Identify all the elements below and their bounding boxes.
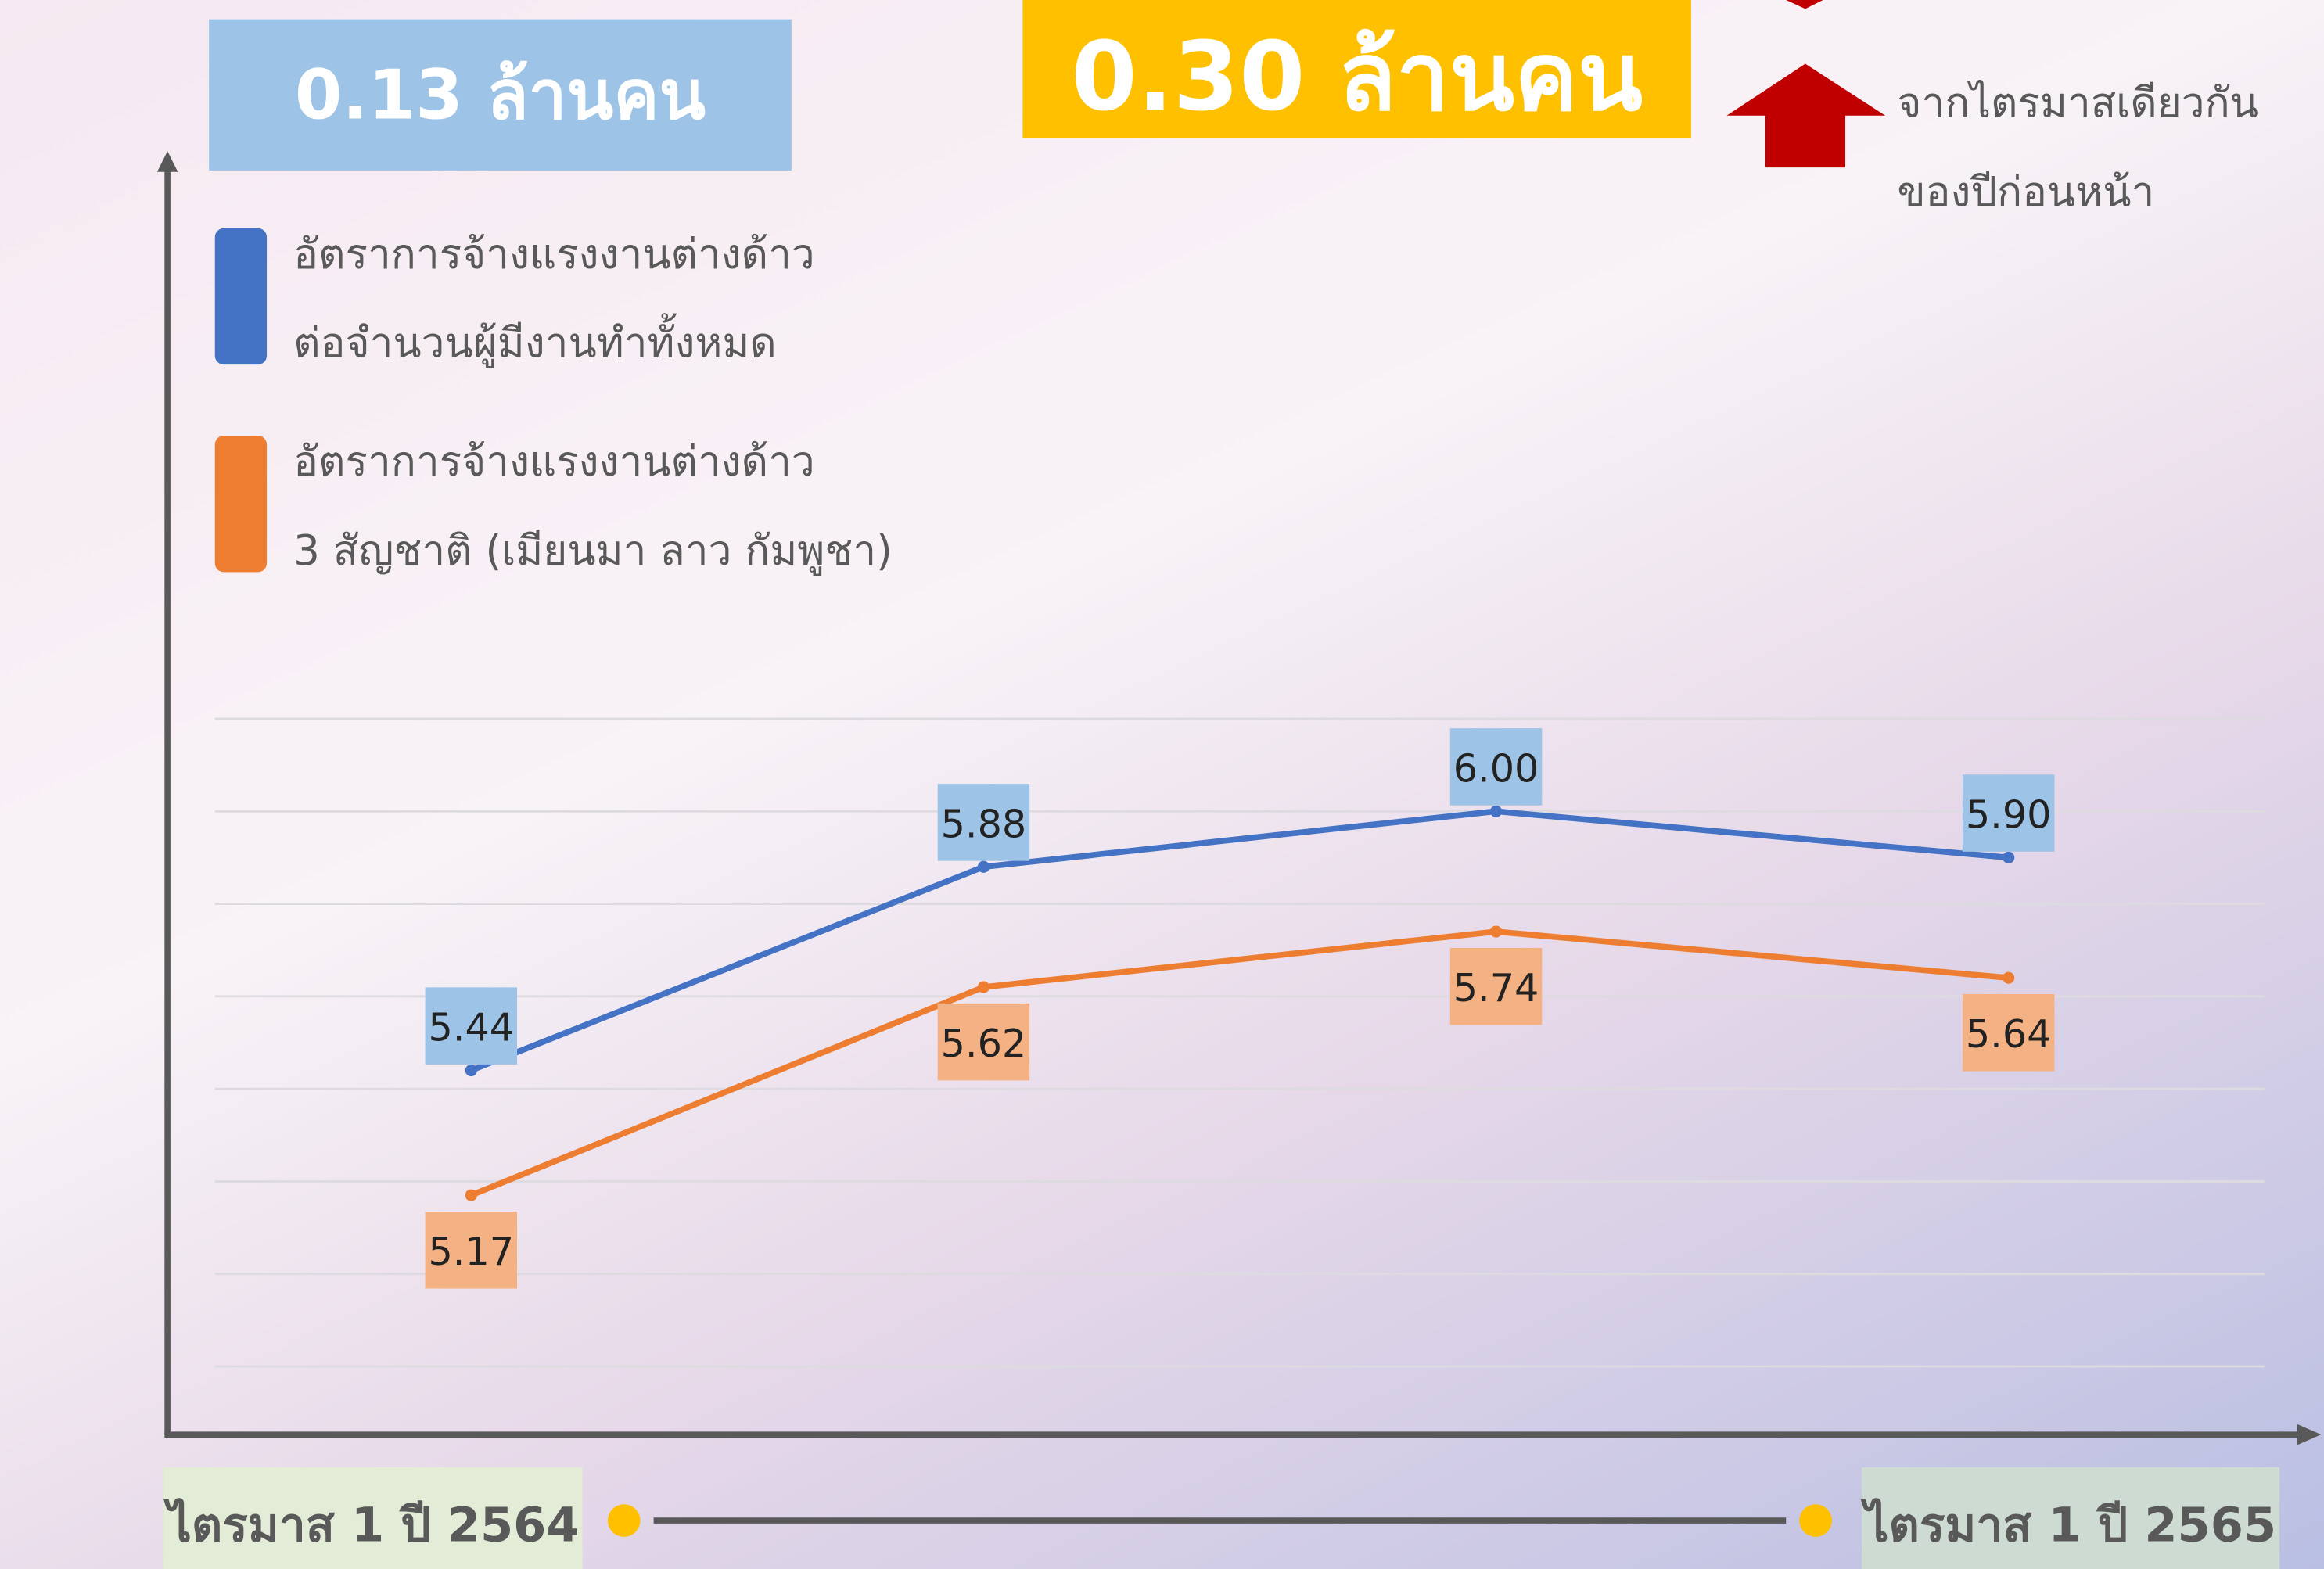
- y-axis-arrow: [156, 151, 178, 172]
- point: [2003, 971, 2015, 984]
- up-arrow: [1726, 63, 1886, 168]
- annotation: จากไตรมาสเดียวกัน ของปีก่อนหน้า: [1897, 59, 2258, 237]
- data-label: 5.62: [941, 1021, 1027, 1066]
- point: [1489, 925, 1503, 938]
- timeline-end: ไตรมาส 1 ปี 2565: [1860, 1498, 2276, 1553]
- data-label: 6.00: [1453, 745, 1539, 791]
- data-label-box: [1449, 728, 1543, 806]
- data-label: 5.44: [428, 1005, 514, 1050]
- timeline-dot: [607, 1504, 641, 1537]
- data-label-box: [425, 987, 518, 1065]
- headline-center-box: 0.30 ล้านคน: [1022, 0, 1691, 138]
- legend-swatch: [214, 228, 268, 365]
- annotation-line: ของปีก่อนหน้า: [1897, 167, 2155, 217]
- point: [2003, 851, 2015, 863]
- headline-center: 0.30 ล้านคน: [1071, 23, 1643, 134]
- legend-label: อัตราการจ้างแรงงานต่างด้าว ต่อจำนวนผู้มี…: [293, 229, 815, 368]
- data-label-box: [1449, 947, 1543, 1025]
- timeline-end-box: [1861, 1467, 2280, 1569]
- data-label: 5.88: [941, 801, 1027, 846]
- data-label: 5.64: [1966, 1011, 2052, 1057]
- point: [1489, 805, 1503, 817]
- legend-swatch: [214, 436, 268, 573]
- annotation-line: จากไตรมาสเดียวกัน: [1897, 78, 2258, 127]
- headline-left-box: 0.13 ล้านคน: [209, 19, 792, 171]
- legend-label: อัตราการจ้างแรงงานต่างด้าว 3 สัญชาติ (เม…: [293, 436, 893, 576]
- arrow-fragment: [1786, 0, 1823, 9]
- x-axis-arrow: [2297, 1424, 2322, 1445]
- series-line: [469, 808, 2010, 1074]
- timeline-dot: [1799, 1504, 1832, 1537]
- data-label-box: [425, 1212, 518, 1289]
- data-label: 5.90: [1966, 792, 2052, 838]
- point: [977, 860, 990, 873]
- point: [465, 1064, 477, 1077]
- data-label-box: [937, 784, 1030, 861]
- data-label: 5.17: [428, 1229, 514, 1274]
- timeline-start-box: [163, 1467, 583, 1569]
- data-label: 5.74: [1453, 965, 1539, 1011]
- data-label-box: [937, 1003, 1030, 1081]
- data-label-box: [1962, 774, 2055, 852]
- data-label-box: [1962, 994, 2055, 1072]
- point: [465, 1189, 477, 1201]
- series-line: [469, 928, 2010, 1198]
- headline-left: 0.13 ล้านคน: [294, 54, 706, 135]
- timeline-start: ไตรมาส 1 ปี 2564: [163, 1498, 579, 1553]
- point: [977, 981, 990, 993]
